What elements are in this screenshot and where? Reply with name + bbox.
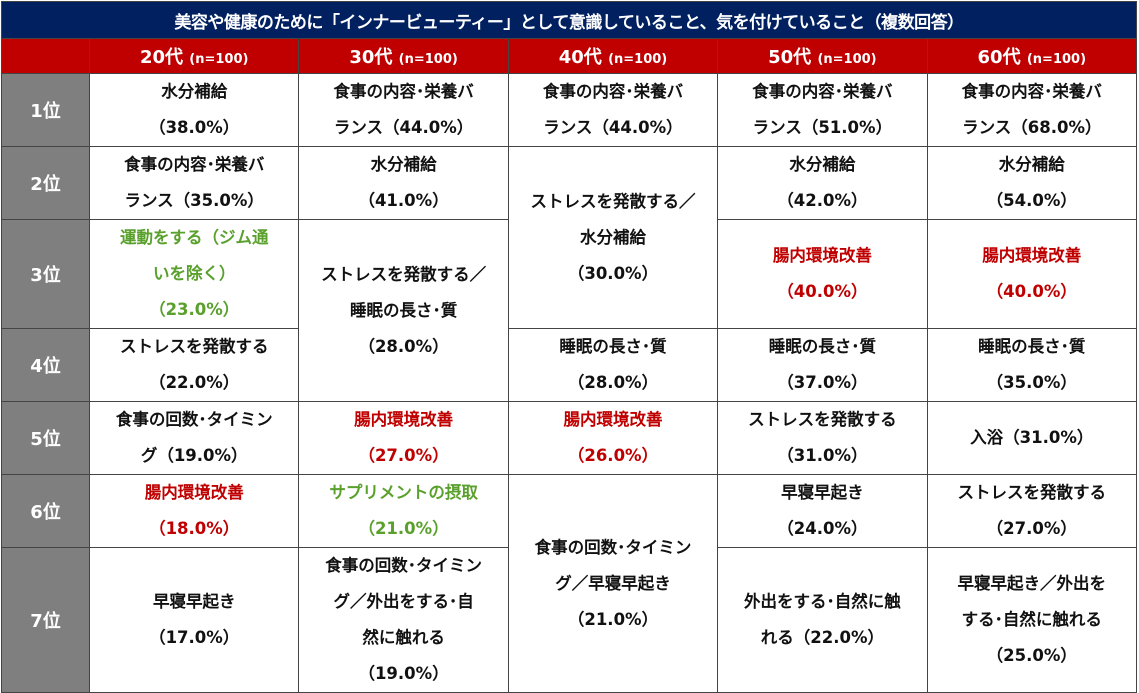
ranking-cell: ストレスを発散する／ 水分補給 （30.0%） <box>507 146 719 329</box>
ranking-cell: 腸内環境改善 （40.0%） <box>717 219 928 329</box>
ranking-cell: 睡眠の長さ･質 （37.0%） <box>717 328 928 402</box>
column-header-50代: 50代 (n=100) <box>717 38 928 74</box>
table-row: 3位 運動をする（ジム通 いを除く） （23.0%） ストレスを発散する／ 睡眠の長… <box>1 219 1138 402</box>
ranking-cell: 水分補給 （54.0%） <box>926 146 1138 220</box>
rank-label: 2位 <box>1 146 90 220</box>
ranking-cell: 早寝早起き／外出を する･自然に触れる （25.0%） <box>926 547 1138 693</box>
ranking-cell: ストレスを発散する （31.0%） <box>717 401 928 475</box>
ranking-cell: 腸内環境改善 （40.0%） <box>926 219 1138 329</box>
ranking-cell: 食事の内容･栄養バ ランス（68.0%） <box>926 73 1138 147</box>
rank-label: 1位 <box>1 73 90 147</box>
age-label: 60代 <box>977 47 1021 68</box>
column-header-40代: 40代 (n=100) <box>507 38 719 74</box>
corner-cell <box>1 38 90 74</box>
table-row: 7位 早寝早起き （17.0%） 食事の回数･タイミン グ／外出をする･自 然に触れ… <box>1 547 1138 693</box>
ranking-cell: 水分補給 （38.0%） <box>88 73 300 147</box>
rank-label: 6位 <box>1 474 90 548</box>
table-row: 6位 腸内環境改善 （18.0%） サプリメントの摂取 （21.0%） 食事の回数･タ… <box>1 474 1138 693</box>
ranking-cell: ストレスを発散する （22.0%） <box>88 328 300 402</box>
ranking-cell: サプリメントの摂取 （21.0%） <box>298 474 509 548</box>
sample-size: (n=100) <box>1026 52 1087 67</box>
sample-size: (n=100) <box>189 52 249 67</box>
ranking-cell: 食事の回数･タイミン グ（19.0%） <box>88 401 300 475</box>
rank-label: 3位 <box>1 219 90 329</box>
ranking-cell: 腸内環境改善 （27.0%） <box>298 401 509 475</box>
age-label: 50代 <box>768 47 812 68</box>
ranking-cell: 運動をする（ジム通 いを除く） （23.0%） <box>88 219 300 329</box>
ranking-cell: 食事の内容･栄養バ ランス（44.0%） <box>298 73 509 147</box>
sample-size: (n=100) <box>398 52 458 67</box>
ranking-cell: 食事の内容･栄養バ ランス（44.0%） <box>507 73 719 147</box>
ranking-cell: ストレスを発散する／ 睡眠の長さ･質 （28.0%） <box>298 219 509 402</box>
column-header-30代: 30代 (n=100) <box>298 38 509 74</box>
rank-label: 4位 <box>1 328 90 402</box>
ranking-cell: 入浴（31.0%） <box>926 401 1138 475</box>
ranking-cell: 食事の回数･タイミン グ／外出をする･自 然に触れる （19.0%） <box>298 547 509 693</box>
ranking-cell: 水分補給 （42.0%） <box>717 146 928 220</box>
ranking-cell: 外出をする･自然に触 れる（22.0%） <box>717 547 928 693</box>
ranking-cell: 食事の内容･栄養バ ランス（51.0%） <box>717 73 928 147</box>
ranking-cell: 睡眠の長さ･質 （35.0%） <box>926 328 1138 402</box>
ranking-cell: 食事の内容･栄養バ ランス（35.0%） <box>88 146 300 220</box>
age-label: 30代 <box>349 47 393 68</box>
table-row: 5位 食事の回数･タイミン グ（19.0%） 腸内環境改善 （27.0%） 腸内環境改… <box>1 401 1138 475</box>
column-header-20代: 20代 (n=100) <box>88 38 300 74</box>
ranking-cell: 睡眠の長さ･質 （28.0%） <box>507 328 719 402</box>
ranking-cell: 水分補給 （41.0%） <box>298 146 509 220</box>
table-row: 4位 ストレスを発散する （22.0%） 睡眠の長さ･質 （28.0%） 睡眠の長さ･… <box>1 328 1138 402</box>
sample-size: (n=100) <box>817 52 877 67</box>
table-row: 1位 水分補給 （38.0%） 食事の内容･栄養バ ランス（44.0%） 食事の内容･… <box>1 73 1138 147</box>
ranking-cell: 腸内環境改善 （26.0%） <box>507 401 719 475</box>
ranking-cell: 食事の回数･タイミン グ／早寝早起き （21.0%） <box>507 474 719 693</box>
ranking-cell: 早寝早起き （17.0%） <box>88 547 300 693</box>
sample-size: (n=100) <box>608 52 668 67</box>
ranking-cell: ストレスを発散する （27.0%） <box>926 474 1138 548</box>
column-header-60代: 60代 (n=100) <box>926 38 1138 74</box>
ranking-cell: 腸内環境改善 （18.0%） <box>88 474 300 548</box>
rank-label: 5位 <box>1 401 90 475</box>
ranking-cell: 早寝早起き （24.0%） <box>717 474 928 548</box>
column-header-row: 20代 (n=100) 30代 (n=100) 40代 (n=100) 50代 (n=… <box>1 38 1138 74</box>
age-label: 20代 <box>139 47 183 68</box>
rank-label: 7位 <box>1 547 90 693</box>
table-title: 美容や健康のために「インナービューティー」として意識していること、気を付けている… <box>1 1 1137 39</box>
table-row: 2位 食事の内容･栄養バ ランス（35.0%） 水分補給 （41.0%） ストレスを発… <box>1 146 1138 329</box>
age-label: 40代 <box>558 47 602 68</box>
